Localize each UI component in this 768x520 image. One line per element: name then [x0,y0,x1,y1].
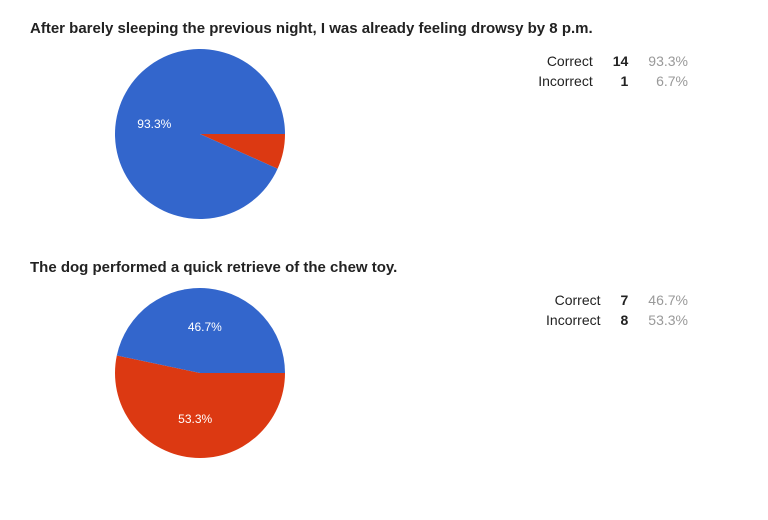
legend-count: 7 [611,290,639,310]
section-row: 53.3%46.7%Correct746.7%Incorrect853.3% [30,288,738,458]
legend-table: Correct746.7%Incorrect853.3% [536,290,698,330]
legend-pct: 53.3% [638,310,698,330]
legend-name: Incorrect [528,71,602,91]
legend-count: 14 [603,51,639,71]
legend-name: Incorrect [536,310,610,330]
legend-pct: 46.7% [638,290,698,310]
legend-row: Incorrect853.3% [536,310,698,330]
legend-pct: 6.7% [638,71,698,91]
pie-chart: 53.3% 46.7% [115,288,285,458]
legend-row: Correct746.7% [536,290,698,310]
legend-table: Correct1493.3%Incorrect16.7% [528,51,698,91]
section-title: After barely sleeping the previous night… [30,20,738,37]
pie-slice-label: 93.3% [137,117,171,131]
pie-slice [115,49,285,219]
chart-wrap: 93.3% [30,49,370,219]
result-section: After barely sleeping the previous night… [30,20,738,219]
legend-pct: 93.3% [638,51,698,71]
legend-count: 1 [603,71,639,91]
legend-row: Correct1493.3% [528,51,698,71]
section-row: 93.3%Correct1493.3%Incorrect16.7% [30,49,738,219]
section-title: The dog performed a quick retrieve of th… [30,259,738,276]
legend: Correct746.7%Incorrect853.3% [370,288,738,330]
legend-name: Correct [536,290,610,310]
legend-row: Incorrect16.7% [528,71,698,91]
pie-slice-label: 46.7% [188,320,222,334]
legend: Correct1493.3%Incorrect16.7% [370,49,738,91]
pie-chart: 93.3% [115,49,285,219]
chart-wrap: 53.3% 46.7% [30,288,370,458]
result-section: The dog performed a quick retrieve of th… [30,259,738,458]
pie-slice-label: 53.3% [178,412,212,426]
legend-name: Correct [528,51,602,71]
legend-count: 8 [611,310,639,330]
